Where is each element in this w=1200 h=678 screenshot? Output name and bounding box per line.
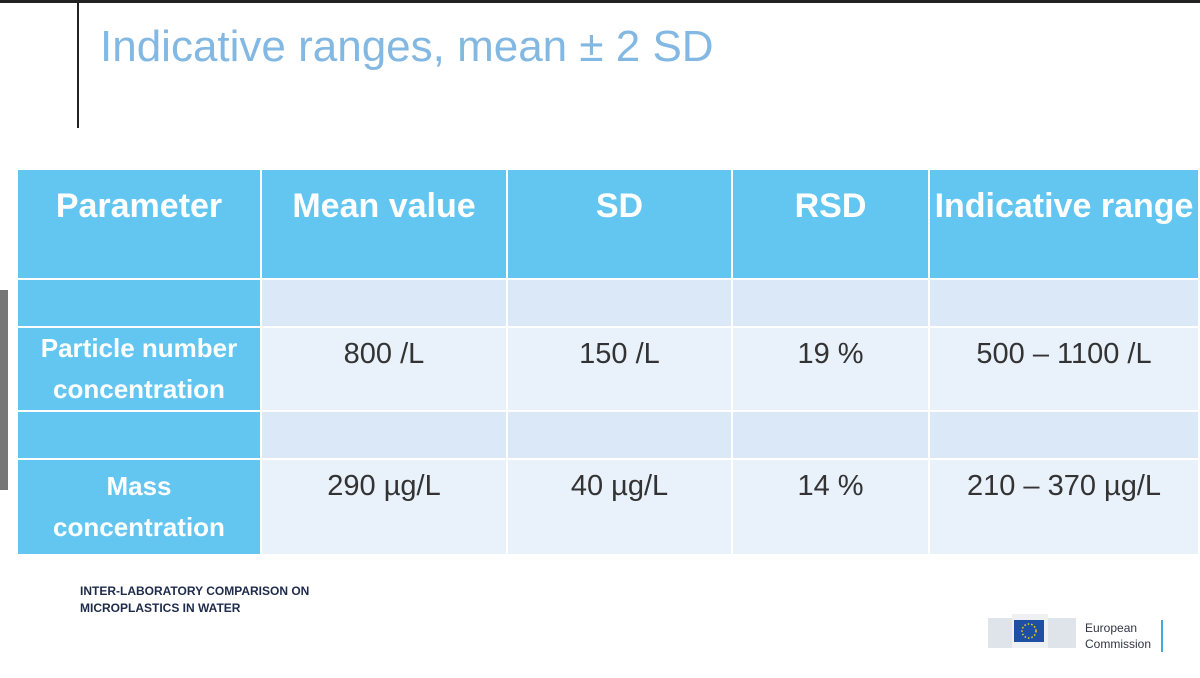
project-line: INTER-LABORATORY COMPARISON ON: [80, 584, 310, 598]
data-row: Particle number concentration 800 /L 150 /…: [16, 326, 1200, 412]
header-cell: Parameter: [16, 168, 262, 280]
spacer-cell: [506, 278, 733, 328]
title-rule: [77, 0, 79, 128]
header-cell: RSD: [731, 168, 930, 280]
spacer-cell: [16, 278, 262, 328]
slide-title: Indicative ranges, mean ± 2 SD: [100, 22, 714, 71]
value-cell: 500 – 1100 /L: [928, 326, 1200, 412]
data-row: Mass concentration 290 µg/L 40 µg/L 14 % 210…: [16, 458, 1200, 556]
value-cell: 150 /L: [506, 326, 733, 412]
value-cell: 800 /L: [260, 326, 508, 412]
eu-logo: [988, 614, 1076, 648]
side-bar: [0, 290, 8, 490]
logo-text: European Commission: [1085, 620, 1164, 652]
spacer-row: [16, 278, 1200, 328]
value-cell: 14 %: [731, 458, 930, 556]
logo-line: European: [1085, 621, 1138, 635]
data-table: Parameter Mean value SD RSD Indicative range…: [16, 168, 1200, 556]
spacer-cell: [260, 410, 508, 460]
spacer-cell: [260, 278, 508, 328]
value-cell: 40 µg/L: [506, 458, 733, 556]
spacer-cell: [731, 410, 930, 460]
header-cell: Mean value: [260, 168, 508, 280]
header-cell: SD: [506, 168, 733, 280]
project-name: INTER-LABORATORY COMPARISON ON MICROPLAST…: [80, 583, 309, 617]
value-cell: 19 %: [731, 326, 930, 412]
spacer-cell: [506, 410, 733, 460]
value-cell: 290 µg/L: [260, 458, 508, 556]
spacer-cell: [731, 278, 930, 328]
logo-line: Commission: [1085, 637, 1152, 651]
spacer-row: [16, 410, 1200, 460]
row-label: Particle number concentration: [16, 326, 262, 412]
header-row: Parameter Mean value SD RSD Indicative range: [16, 168, 1200, 280]
row-label: Mass concentration: [16, 458, 262, 556]
spacer-cell: [16, 410, 262, 460]
value-cell: 210 – 370 µg/L: [928, 458, 1200, 556]
header-cell: Indicative range: [928, 168, 1200, 280]
spacer-cell: [928, 278, 1200, 328]
project-line: MICROPLASTICS IN WATER: [80, 601, 241, 615]
top-rule: [0, 0, 1200, 3]
spacer-cell: [928, 410, 1200, 460]
